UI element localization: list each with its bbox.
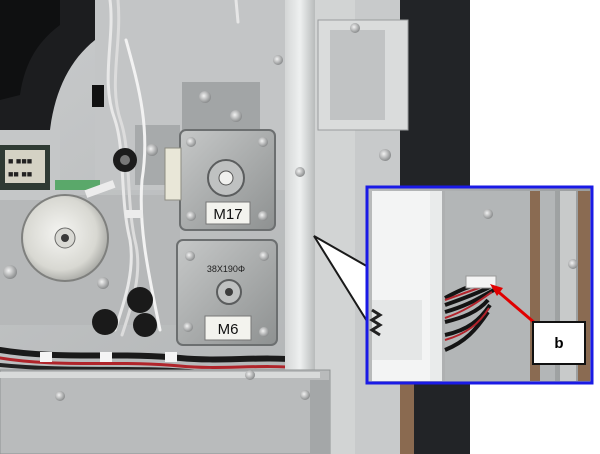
detail-inset-frame xyxy=(365,185,594,385)
callout-label: b xyxy=(554,335,563,352)
svg-text:■ ■■■: ■ ■■■ xyxy=(8,156,32,166)
callout-label-box xyxy=(532,321,586,365)
callout-arrow xyxy=(494,287,537,326)
motor-m17-label: M17 xyxy=(213,206,242,223)
motor-m6-label: M6 xyxy=(218,321,239,338)
detail-inset xyxy=(368,187,592,383)
motor-m6: 38X190Φ M6 xyxy=(176,239,278,346)
svg-text:■■ ■■: ■■ ■■ xyxy=(8,169,32,179)
motor-m17: M17 xyxy=(164,129,276,231)
motor-m6-sticker: 38X190Φ xyxy=(207,264,245,274)
